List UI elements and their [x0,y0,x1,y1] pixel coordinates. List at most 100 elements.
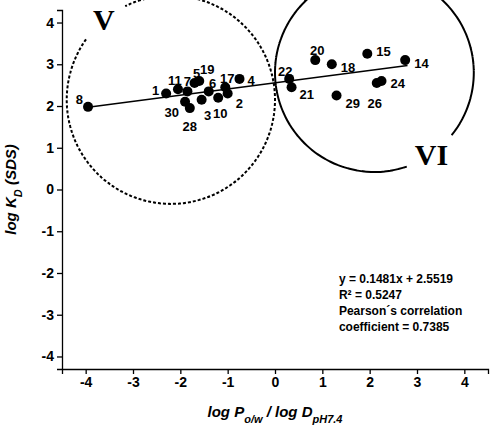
tick-label: 2 [366,374,374,390]
tick-mark [57,64,62,65]
tick: 2 [366,369,374,390]
point-label: 26 [368,96,382,111]
tick-label: 4 [46,15,54,31]
annotation: y = 0.1481x + 2.5519 [339,272,453,286]
tick: 0 [272,369,280,390]
tick-label: 4 [461,374,469,390]
point-label: 7 [184,74,191,89]
tick-label: -3 [127,374,140,390]
point [161,88,171,98]
tick-label: -4 [80,374,93,390]
tick-mark [57,106,62,107]
tick-label: 0 [272,374,280,390]
axis-title-subscript: o/w [244,413,264,425]
point-label: 3 [204,108,211,123]
axis-title-subscript: D [12,189,24,197]
tick-mark [57,315,62,316]
x-axis: -4 -3 -2 -1 0 1 2 3 4 [63,369,489,390]
tick-label: 3 [414,374,422,390]
tick-label: -2 [42,265,55,281]
region-circle [275,0,474,172]
axis-title-subscript: pH7.4 [312,413,343,425]
point [400,55,410,65]
tick-label: -3 [42,307,55,323]
tick-label: -1 [42,223,55,239]
tick: -2 [175,369,188,390]
tick-mark [57,148,62,149]
tick: 4 [46,15,62,31]
axis-title-part: / log D [263,403,313,420]
tick: 3 [46,56,62,72]
point-label: 20 [310,43,324,58]
tick-label: -2 [175,374,188,390]
tick-label: -4 [42,348,55,364]
point [83,102,93,112]
point-label: 29 [346,96,360,111]
tick: 2 [46,98,62,114]
point-label: 18 [341,60,355,75]
tick: 1 [46,140,62,156]
point-label: 17 [220,71,234,86]
plot: -4-3-2-101234-4-3-2-101234VVI81117519617… [42,0,489,390]
point [362,49,372,59]
point [372,78,382,88]
tick: 3 [414,369,422,390]
point [197,95,207,105]
tick: -4 [42,348,62,364]
y-axis: -4 -3 -2 -1 0 1 2 3 4 [42,11,63,370]
tick-mark [57,231,62,232]
point-label: 2 [236,96,243,111]
point-label: 15 [376,44,390,59]
tick-label: 0 [46,181,54,197]
tick: -3 [127,369,140,390]
region-circle [67,0,275,204]
tick: -4 [80,369,93,390]
point-label: 14 [414,56,429,71]
point [332,91,342,101]
tick-mark [57,22,62,23]
point-label: 6 [209,76,216,91]
point [327,59,337,69]
point-label: 28 [183,119,197,134]
tick-label: -1 [222,374,235,390]
point [213,93,223,103]
tick-label: 2 [46,98,54,114]
point [185,103,195,113]
point-label: 21 [300,87,314,102]
annotation: Pearson´s correlation [339,304,462,318]
axis-title-part: (SDS) [2,144,19,189]
x-axis-title: log Po/w / log DpH7.4 [208,403,343,425]
point-label: 24 [391,76,406,91]
annotation: coefficient = 0.7385 [339,320,450,334]
point-label: 22 [278,64,292,79]
tick-label: 1 [46,140,54,156]
tick-mark [57,356,62,357]
tick: 4 [461,369,469,390]
point [223,88,233,98]
region-label: VI [415,138,448,171]
axis-title-part: log K [2,196,19,235]
point-label: 1 [152,83,159,98]
point-label: 30 [165,105,179,120]
tick: -3 [42,307,62,323]
tick: -1 [222,369,235,390]
annotation: R² = 0.5247 [339,288,402,302]
point [287,82,297,92]
tick-label: 1 [319,374,327,390]
tick: 0 [46,181,62,197]
point-label: 11 [168,73,182,88]
tick-label: 3 [46,56,54,72]
tick: -1 [42,223,62,239]
marks [83,49,410,113]
tick: 1 [319,369,327,390]
axis-title-part: log P [208,403,246,420]
axis-line [57,11,63,370]
point-label: 10 [213,106,227,121]
region-label: V [93,3,115,36]
point-label: 4 [248,73,256,88]
tick-mark [57,189,62,190]
y-axis-title: log KD (SDS) [2,144,24,234]
tick: -2 [42,265,62,281]
point [235,74,245,84]
tick-mark [57,273,62,274]
